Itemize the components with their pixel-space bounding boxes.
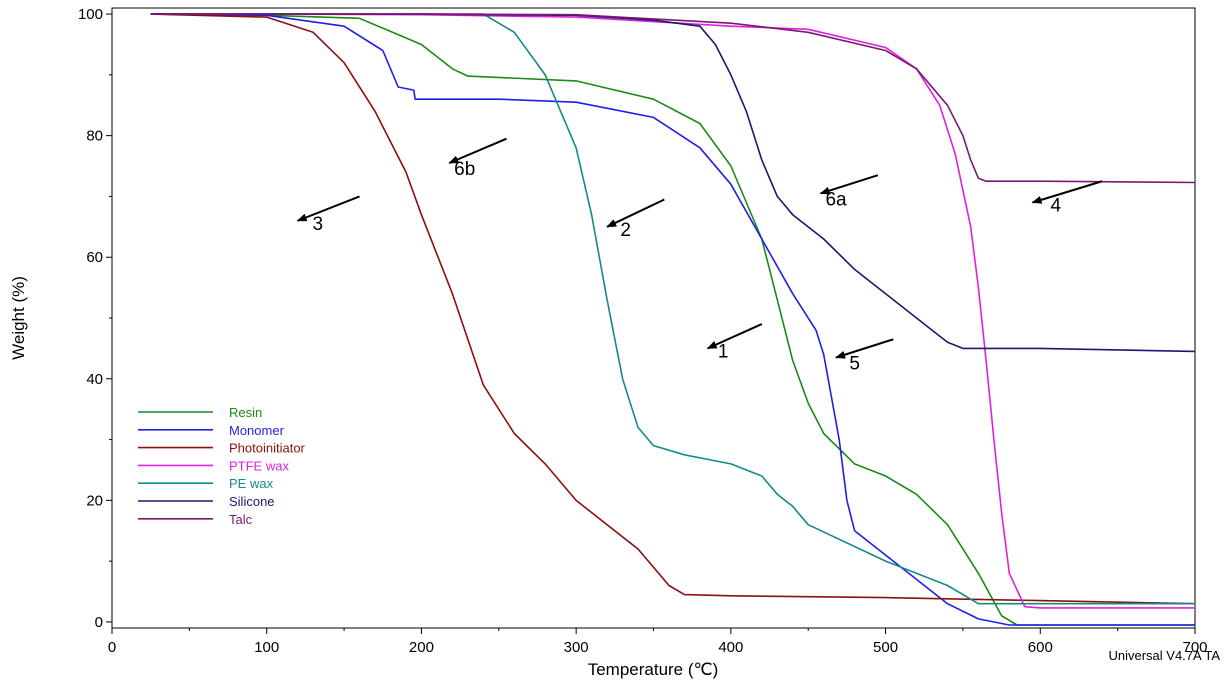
annotation-label: 4 xyxy=(1050,196,1061,217)
legend-label: PTFE wax xyxy=(229,458,289,473)
annotation-arrow xyxy=(706,323,763,350)
x-tick-label: 700 xyxy=(1182,639,1207,656)
annotation-arrow xyxy=(1031,180,1103,204)
legend-label: PE wax xyxy=(229,476,274,491)
footer-note: Universal V4.7A TA xyxy=(1108,648,1220,663)
x-tick-label: 400 xyxy=(718,639,743,656)
legend-label: Resin xyxy=(229,405,262,420)
x-tick-label: 100 xyxy=(254,639,279,656)
x-tick-label: 600 xyxy=(1028,639,1053,656)
series-talc-line xyxy=(150,13,1196,184)
series-photoinitiator-line xyxy=(150,13,1196,605)
ticks: 0 100 200 300 400 500 600 700 0 20 40 60 80 100 xyxy=(78,6,1208,656)
x-tick-label: 500 xyxy=(873,639,898,656)
y-tick-label: 60 xyxy=(86,249,103,266)
plot-frame xyxy=(111,7,1196,629)
annotation-arrow xyxy=(819,174,879,195)
legend-label: Monomer xyxy=(229,423,285,438)
series-resin-line xyxy=(150,13,1195,626)
y-axis-title: Weight (%) xyxy=(9,276,28,360)
x-tick-label: 300 xyxy=(564,639,589,656)
annotation-arrow xyxy=(296,195,360,222)
y-tick-label: 20 xyxy=(86,492,103,509)
legend-label: Talc xyxy=(229,512,253,527)
y-tick-label: 40 xyxy=(86,371,103,388)
annotation-label: 2 xyxy=(620,220,631,241)
annotation-arrow xyxy=(606,198,665,228)
x-tick-label: 0 xyxy=(108,639,116,656)
legend-label: Photoinitiator xyxy=(229,441,306,456)
annotation-label: 6a xyxy=(825,190,847,211)
y-tick-label: 80 xyxy=(86,128,103,145)
annotation-arrow xyxy=(835,338,894,359)
annotation-label: 5 xyxy=(849,354,860,375)
y-tick-label: 100 xyxy=(78,6,103,23)
annotation-label: 3 xyxy=(312,214,323,235)
x-tick-label: 200 xyxy=(409,639,434,656)
legend-label: Silicone xyxy=(229,494,275,509)
series-pe-wax-line xyxy=(150,13,1195,605)
legend: Resin Monomer Photoinitiator PTFE wax PE wax… xyxy=(138,405,306,527)
annotation-arrow xyxy=(448,137,507,164)
series-monomer-line xyxy=(150,13,1195,626)
annotation-layer: 1 2 3 4 5 6a 6b xyxy=(296,137,1103,375)
series-layer xyxy=(150,13,1196,626)
x-axis-title: Temperature (℃) xyxy=(588,660,719,679)
y-tick-label: 0 xyxy=(95,614,103,631)
series-silicone-line xyxy=(150,13,1196,353)
annotation-label: 1 xyxy=(718,342,729,363)
series-ptfe-wax-line xyxy=(150,13,1195,609)
annotation-label: 6b xyxy=(454,159,475,180)
